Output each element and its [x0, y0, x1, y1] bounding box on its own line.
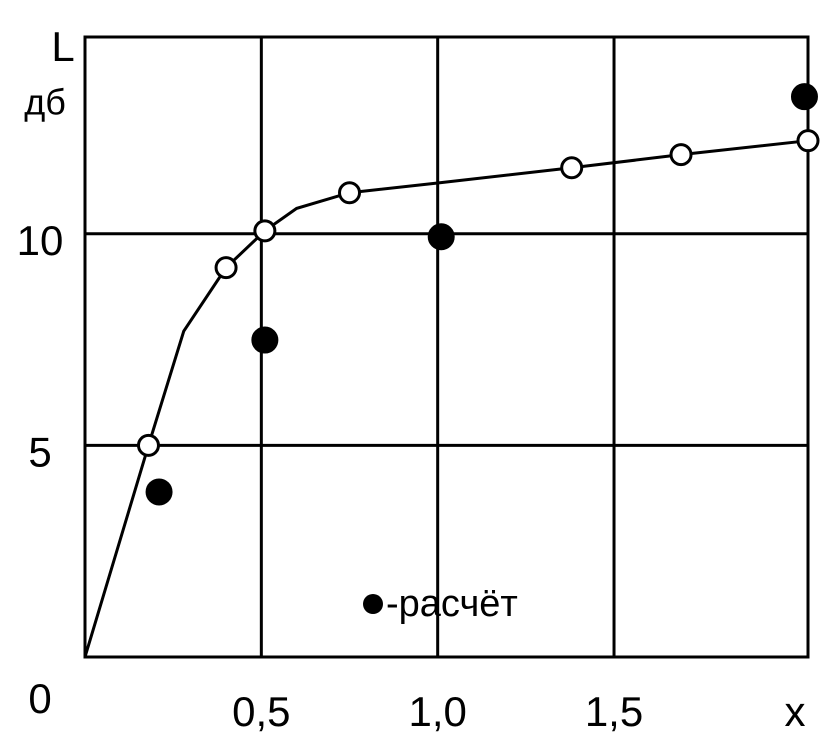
y-tick-label: 5: [28, 428, 51, 475]
open-marker: [560, 156, 584, 180]
legend-marker: [363, 594, 383, 614]
x-tick-label: 1,0: [408, 688, 466, 735]
y-axis-unit: дб: [24, 82, 66, 123]
y-axis-label: L: [51, 23, 74, 70]
open-marker: [136, 433, 160, 457]
legend-label: -расчёт: [386, 583, 518, 625]
x-axis-label: x: [785, 688, 806, 735]
open-marker: [669, 143, 693, 167]
series-line: [83, 139, 809, 658]
filled-marker: [145, 478, 173, 506]
y-tick-label: 0: [28, 675, 51, 722]
filled-marker: [427, 223, 455, 251]
open-marker: [796, 129, 820, 153]
x-tick-label: 0,5: [232, 688, 290, 735]
open-marker: [338, 181, 362, 205]
open-marker: [214, 256, 238, 280]
plot-frame: [83, 35, 810, 659]
open-marker: [253, 219, 277, 243]
filled-marker: [251, 326, 279, 354]
x-tick-label: 1,5: [585, 688, 643, 735]
filled-marker: [790, 83, 818, 111]
y-tick-label: 10: [17, 217, 64, 264]
